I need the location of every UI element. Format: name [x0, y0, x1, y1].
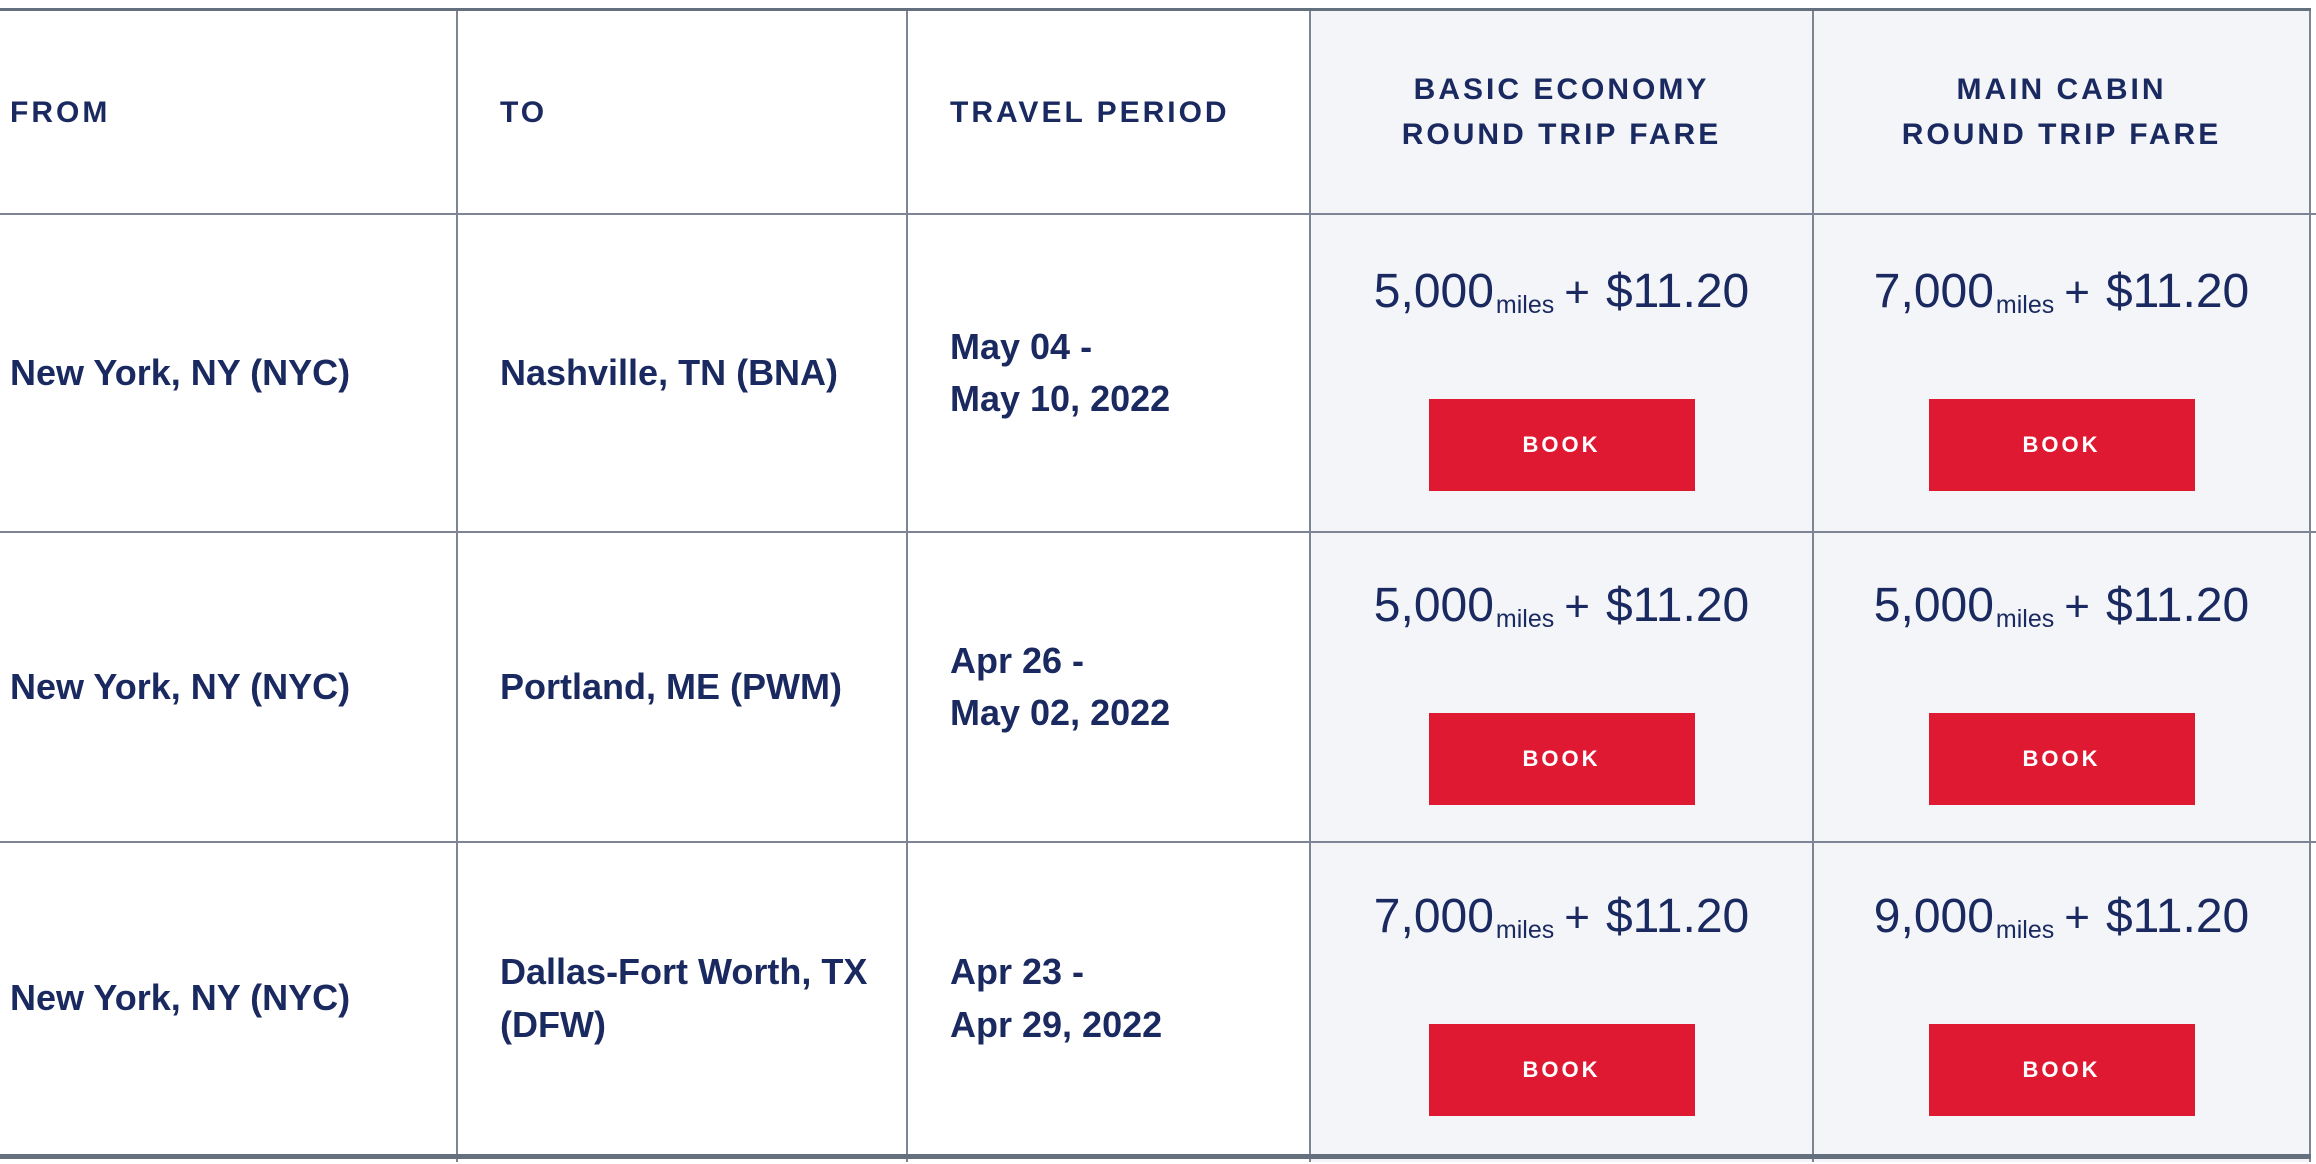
miles-value: 5,000	[1373, 578, 1494, 632]
main-cabin-fare-cell: 7,000miles + $11.20 BOOK	[1814, 215, 2311, 531]
miles-unit: miles	[1495, 604, 1555, 633]
to-cell	[458, 1159, 908, 1162]
plus-sign: +	[2064, 267, 2090, 317]
miles-value: 5,000	[1873, 578, 1994, 632]
fare-table: FROM TO TRAVEL PERIOD BASIC ECONOMY ROUN…	[0, 8, 2316, 1162]
main-cabin-fare-cell: 5,000miles + $11.20 BOOK	[1814, 533, 2311, 841]
destination-city: Nashville, TN (BNA)	[500, 351, 839, 393]
cash-value: $11.20	[1605, 264, 1750, 318]
plus-sign: +	[1564, 581, 1590, 631]
destination-city: Portland, ME (PWM)	[500, 665, 842, 707]
book-button[interactable]: BOOK	[1428, 712, 1695, 805]
header-to: TO	[458, 11, 908, 213]
from-cell: New York, NY (NYC)	[0, 533, 458, 841]
miles-value: 7,000	[1873, 264, 1994, 318]
miles-unit: miles	[1495, 290, 1555, 319]
next-row-sliver	[0, 1159, 2316, 1162]
table-row: New York, NY (NYC) Portland, ME (PWM) Ap…	[0, 533, 2316, 843]
miles-value: 9,000	[1873, 890, 1994, 943]
main-cabin-fare-cell: 9,000miles + $11.20 BOOK	[1814, 843, 2311, 1154]
plus-sign: +	[2064, 581, 2090, 631]
origin-city: New York, NY (NYC)	[10, 351, 351, 393]
book-button[interactable]: BOOK	[1928, 712, 2195, 805]
origin-city: New York, NY (NYC)	[10, 665, 351, 707]
fare-amount: 5,000miles + $11.20	[1374, 256, 1749, 341]
miles-unit: miles	[1995, 916, 2055, 944]
cash-value: $11.20	[1605, 578, 1750, 632]
basic-economy-fare-cell	[1311, 1159, 1814, 1162]
header-basic-economy-label: BASIC ECONOMY ROUND TRIP FARE	[1401, 73, 1722, 151]
plus-sign: +	[1564, 267, 1590, 317]
miles-value: 5,000	[1373, 264, 1494, 318]
fare-amount: 7,000miles + $11.20	[1874, 256, 2249, 341]
book-button[interactable]: BOOK	[1428, 398, 1695, 491]
table-top-border	[0, 8, 2311, 11]
destination-city: Dallas-Fort Worth, TX (DFW)	[500, 951, 868, 1045]
header-main-cabin: MAIN CABIN ROUND TRIP FARE	[1814, 11, 2311, 213]
plus-sign: +	[1564, 893, 1590, 942]
travel-period-cell	[908, 1159, 1311, 1162]
cash-value: $11.20	[1605, 890, 1750, 943]
to-cell: Dallas-Fort Worth, TX (DFW)	[458, 843, 908, 1154]
cash-value: $11.20	[2105, 890, 2250, 943]
header-from: FROM	[0, 11, 458, 213]
fare-amount: 5,000miles + $11.20	[1374, 570, 1749, 655]
header-basic-economy: BASIC ECONOMY ROUND TRIP FARE	[1311, 11, 1814, 213]
travel-period-dates: Apr 26 - May 02, 2022	[950, 639, 1171, 733]
header-from-label: FROM	[10, 95, 111, 129]
travel-period-dates: Apr 23 - Apr 29, 2022	[950, 951, 1163, 1045]
fare-amount: 7,000miles + $11.20	[1374, 881, 1749, 966]
to-cell: Portland, ME (PWM)	[458, 533, 908, 841]
miles-value: 7,000	[1373, 890, 1494, 943]
cash-value: $11.20	[2105, 264, 2250, 318]
fare-amount: 5,000miles + $11.20	[1874, 570, 2249, 655]
from-cell	[0, 1159, 458, 1162]
travel-period-cell: Apr 26 - May 02, 2022	[908, 533, 1311, 841]
travel-period-cell: Apr 23 - Apr 29, 2022	[908, 843, 1311, 1154]
basic-economy-fare-cell: 7,000miles + $11.20 BOOK	[1311, 843, 1814, 1154]
basic-economy-fare-cell: 5,000miles + $11.20 BOOK	[1311, 533, 1814, 841]
table-row: New York, NY (NYC) Nashville, TN (BNA) M…	[0, 215, 2316, 533]
from-cell: New York, NY (NYC)	[0, 215, 458, 531]
to-cell: Nashville, TN (BNA)	[458, 215, 908, 531]
miles-unit: miles	[1995, 290, 2055, 319]
header-to-label: TO	[500, 95, 548, 129]
travel-period-cell: May 04 - May 10, 2022	[908, 215, 1311, 531]
main-cabin-fare-cell	[1814, 1159, 2311, 1162]
header-main-cabin-label: MAIN CABIN ROUND TRIP FARE	[1901, 73, 2222, 151]
header-row: FROM TO TRAVEL PERIOD BASIC ECONOMY ROUN…	[0, 11, 2316, 215]
from-cell: New York, NY (NYC)	[0, 843, 458, 1154]
origin-city: New York, NY (NYC)	[10, 977, 351, 1019]
book-button[interactable]: BOOK	[1428, 1024, 1695, 1116]
book-button[interactable]: BOOK	[1928, 1024, 2195, 1116]
book-button[interactable]: BOOK	[1928, 398, 2195, 491]
header-travel-period-label: TRAVEL PERIOD	[950, 95, 1230, 129]
travel-period-dates: May 04 - May 10, 2022	[950, 325, 1171, 419]
plus-sign: +	[2064, 893, 2090, 942]
miles-unit: miles	[1495, 916, 1555, 944]
fare-amount: 9,000miles + $11.20	[1874, 881, 2249, 966]
header-travel-period: TRAVEL PERIOD	[908, 11, 1311, 213]
cash-value: $11.20	[2105, 578, 2250, 632]
miles-unit: miles	[1995, 604, 2055, 633]
table-row: New York, NY (NYC) Dallas-Fort Worth, TX…	[0, 843, 2316, 1154]
basic-economy-fare-cell: 5,000miles + $11.20 BOOK	[1311, 215, 1814, 531]
